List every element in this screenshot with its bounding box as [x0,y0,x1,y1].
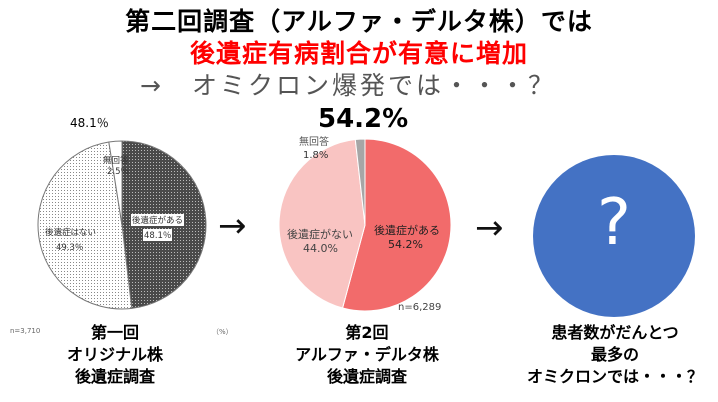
pie3-question-symbol: ? [597,186,631,260]
pie2-n-label: n=6,289 [398,302,442,313]
pie1-noanswer-value: 2.5％ [107,167,130,177]
pie1-slice-no-value: 49.3％ [56,243,84,253]
pie2-slice-2 [354,138,366,226]
pie2-slice-yes-label: 後遺症がある [374,224,440,237]
title-line-2: 後遺症有病割合が有意に増加 [189,39,528,68]
pie-chart-second-survey [278,138,452,312]
title-line-3: → オミクロン爆発では・・・？ [140,71,556,100]
pie2-headline-value: 54.2% [318,104,409,134]
pie1-slice-yes-label: 後遺症がある [131,214,185,226]
caption2-line2: アルファ・デルタ株 [295,345,439,364]
pie1-slice-yes-value: 48.1％ [143,229,173,241]
caption3-line3: オミクロンでは・・・？ [526,367,703,386]
caption-first-survey: 第一回 オリジナル株 後遺症調査 [40,322,190,388]
pie2-slice-no-value: 44.0% [303,242,338,255]
caption-omicron: 患者数がだんとつ 最多の オミクロンでは・・・？ [520,322,710,388]
caption3-line2: 最多の [590,345,639,364]
arrow-right-2: → [475,208,504,248]
pie2-slice-no-label: 後遺症がない [287,228,353,241]
title-line-1: 第二回調査（アルファ・デルタ株）では [125,7,593,36]
pie2-slice-0 [341,138,452,312]
pie-chart-first-survey [37,140,207,310]
caption1-line3: 後遺症調査 [74,367,155,386]
pie1-slice-1 [37,141,133,310]
pie2-noanswer-label: 無回答 [299,137,329,148]
pie-chart-omicron-unknown [533,155,695,317]
caption2-line1: 第2回 [345,323,389,342]
pie2-noanswer-value: 1.8% [303,150,329,161]
pie1-slice-2 [108,140,123,226]
pie1-slice-no-label: 後遺症はない [45,228,97,238]
caption-second-survey: 第2回 アルファ・デルタ株 後遺症調査 [282,322,452,388]
caption1-line2: オリジナル株 [66,345,163,364]
pie1-unit-label: （%） [212,328,233,336]
pie2-slice-1 [278,138,366,309]
pie2-slice-yes-value: 54.2% [388,238,423,251]
caption2-line3: 後遺症調査 [326,367,407,386]
caption1-line1: 第一回 [90,323,139,342]
arrow-right-1: → [218,206,247,246]
pie1-noanswer-label: 無回答 [103,156,129,166]
caption3-line1: 患者数がだんとつ [551,323,679,342]
pie1-top-value-label: 48.1％ [70,116,109,130]
pie1-n-label: n=3,710 [10,327,41,335]
